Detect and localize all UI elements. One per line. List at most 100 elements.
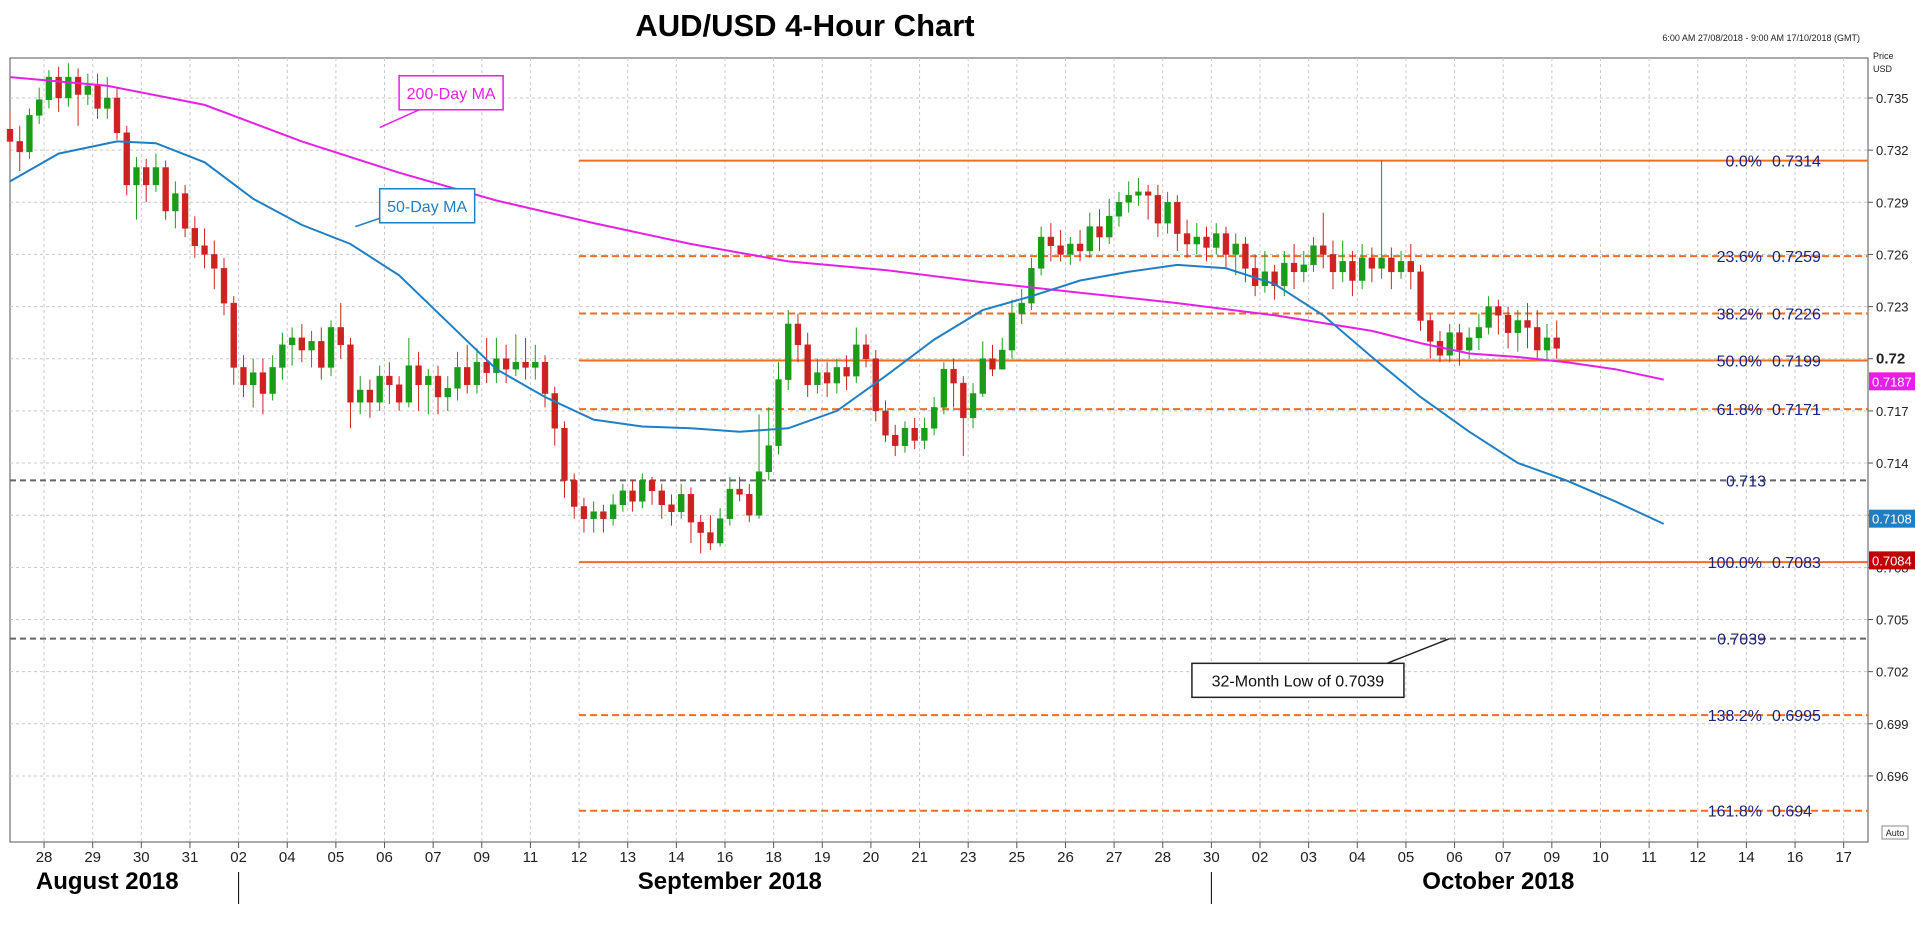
candle-down xyxy=(1553,337,1560,349)
fib-level-percent: 100.0% xyxy=(1708,555,1762,572)
candle-down xyxy=(1329,254,1337,273)
y-tick-label: 0.717 xyxy=(1876,404,1909,419)
x-tick-label: 28 xyxy=(36,849,53,866)
candle-up xyxy=(814,372,821,386)
y-tick-label: 0.702 xyxy=(1876,665,1909,680)
candle-up xyxy=(308,341,315,351)
candle-up xyxy=(357,389,364,403)
x-tick-label: 17 xyxy=(1835,849,1852,866)
candle-down xyxy=(600,511,607,519)
candle-down xyxy=(415,365,422,386)
candle-down xyxy=(434,375,442,398)
x-tick-label: 09 xyxy=(1544,849,1561,866)
candle-up xyxy=(609,504,617,519)
candle-down xyxy=(1388,257,1395,273)
candle-up xyxy=(930,407,938,429)
x-tick-label: 13 xyxy=(619,849,636,866)
ma-50-price-tag-label: 0.7108 xyxy=(1872,512,1912,527)
y-tick-label: 0.735 xyxy=(1876,91,1909,106)
candle-down xyxy=(318,341,325,368)
candle-down xyxy=(658,490,665,506)
x-tick-label: 31 xyxy=(182,849,199,866)
candle-down xyxy=(1495,306,1502,316)
candle-down xyxy=(580,506,588,519)
currency-axis-header: USD xyxy=(1873,64,1893,74)
fib-level-value: 0.6995 xyxy=(1772,708,1821,725)
x-tick-label: 02 xyxy=(1252,849,1269,866)
candle-down xyxy=(882,410,889,436)
candle-down xyxy=(668,504,675,512)
candle-up xyxy=(901,428,909,446)
candle-down xyxy=(181,193,189,229)
ma-50-annotation-box xyxy=(378,188,476,224)
y-tick-label: 0.729 xyxy=(1876,195,1909,210)
x-tick-label: 18 xyxy=(765,849,782,866)
candle-up xyxy=(1339,261,1346,273)
candle-up xyxy=(133,167,140,186)
candle-up xyxy=(1115,202,1123,217)
candle-down xyxy=(1524,320,1531,328)
axes: 0.735 0.732 0.729 0.726 0.723 0.72 0.717 0.714 0… xyxy=(36,91,1915,904)
candle-up xyxy=(269,367,276,394)
candle-down xyxy=(386,375,393,386)
candle-up xyxy=(1232,243,1239,255)
y-tick-label: 0.714 xyxy=(1876,456,1909,471)
candle-down xyxy=(502,358,510,370)
ma-200-line xyxy=(9,76,1664,381)
low-annotation-box xyxy=(1191,662,1405,699)
candle-up xyxy=(1037,236,1045,269)
last-price-tag-label: 0.7084 xyxy=(1872,553,1912,568)
candle-up xyxy=(765,445,772,472)
month-label: October 2018 xyxy=(1422,868,1574,895)
candle-up xyxy=(1125,195,1132,203)
low-annotation-text: 32-Month Low of 0.7039 xyxy=(1212,673,1385,690)
candle-down xyxy=(395,384,403,403)
candle-up xyxy=(833,367,841,384)
y-tick-label: 0.705 xyxy=(1876,612,1909,627)
candle-down xyxy=(337,327,344,346)
candle-up xyxy=(1086,226,1093,252)
x-tick-label: 23 xyxy=(960,849,977,866)
x-tick-label: 25 xyxy=(1008,849,1025,866)
fib-level-value: 0.7171 xyxy=(1772,402,1821,419)
candle-down xyxy=(366,389,374,403)
candle-down xyxy=(746,494,753,516)
x-tick-label: 07 xyxy=(1495,849,1512,866)
x-tick-label: 19 xyxy=(814,849,831,866)
x-tick-label: 05 xyxy=(328,849,345,866)
candle-up xyxy=(1378,257,1385,269)
fib-level-percent: 161.8% xyxy=(1708,804,1762,821)
candle-down xyxy=(522,361,529,368)
x-tick-label: 04 xyxy=(279,849,296,866)
candle-down xyxy=(483,361,490,373)
candle-up xyxy=(1310,245,1317,266)
y-tick-label: 0.726 xyxy=(1876,247,1909,262)
candle-down xyxy=(1057,245,1064,255)
candle-up xyxy=(279,344,286,368)
candle-up xyxy=(250,372,257,386)
x-tick-label: 27 xyxy=(1106,849,1123,866)
fib-level-percent: 0.0% xyxy=(1726,154,1762,171)
x-tick-label: 16 xyxy=(1787,849,1804,866)
candle-up xyxy=(288,337,296,346)
candle-up xyxy=(104,97,111,109)
x-tick-label: 28 xyxy=(1154,849,1171,866)
auto-button-label: Auto xyxy=(1886,828,1905,838)
date-range-label: 6:00 AM 27/08/2018 - 9:00 AM 17/10/2018 … xyxy=(1662,33,1860,43)
ma-50-line xyxy=(9,140,1665,525)
candle-down xyxy=(736,488,743,495)
candle-up xyxy=(1300,264,1307,273)
candle-up xyxy=(969,393,977,419)
candle-down xyxy=(1427,320,1434,342)
candle-down xyxy=(211,254,218,269)
candle-up xyxy=(1514,320,1521,333)
x-tick-label: 30 xyxy=(133,849,150,866)
month-label: August 2018 xyxy=(36,868,179,895)
support-line-label: 0.713 xyxy=(1726,473,1766,490)
candle-down xyxy=(1504,315,1512,333)
candle-down xyxy=(950,368,957,384)
candle-up xyxy=(1281,262,1288,286)
candle-down xyxy=(551,393,558,429)
